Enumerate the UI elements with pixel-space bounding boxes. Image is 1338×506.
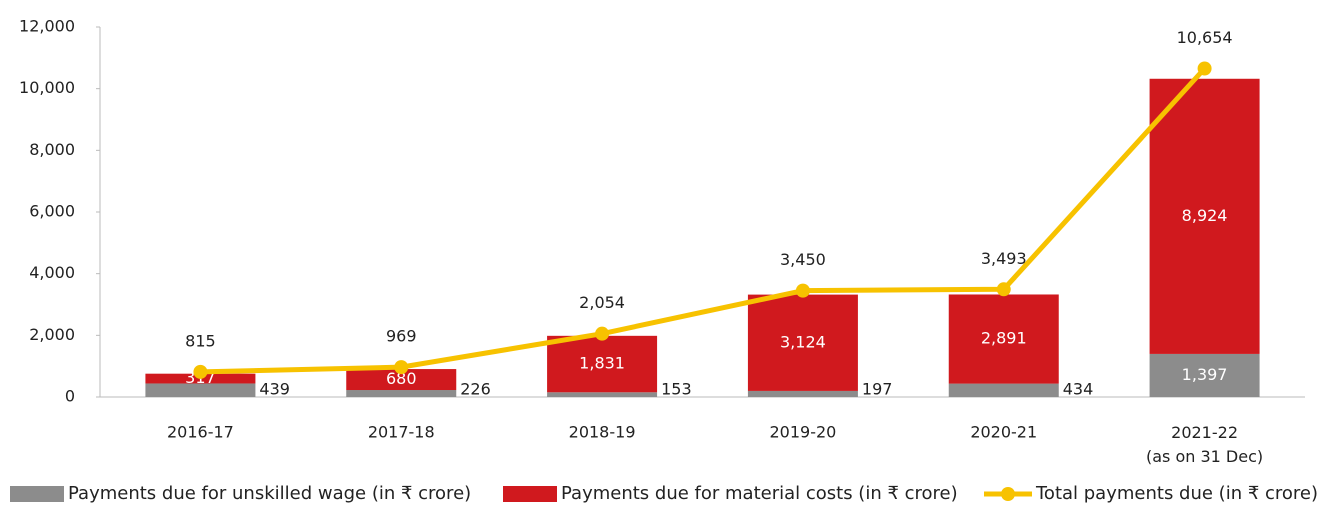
data-label: 439 <box>259 380 290 399</box>
x-tick-label: 2017-18 <box>368 423 435 442</box>
bar-segment <box>346 390 457 397</box>
bar-segment <box>948 294 1059 384</box>
legend-swatch <box>1001 487 1015 501</box>
x-tick-label: 2020-21 <box>970 423 1037 442</box>
data-label: 815 <box>185 331 216 350</box>
bar-segment <box>1149 353 1260 397</box>
x-tick-label: 2018-19 <box>569 423 636 442</box>
data-label: 8,924 <box>1182 206 1228 225</box>
bar-segment <box>747 294 858 391</box>
line-point <box>595 326 610 341</box>
line-point <box>795 283 810 298</box>
data-label: 197 <box>862 380 893 399</box>
line <box>200 66 1207 375</box>
y-tick-label: 8,000 <box>29 140 75 159</box>
x-tick-label: 2021-22 (as on 31 Dec) <box>1146 423 1263 466</box>
data-label: 3,493 <box>981 249 1027 268</box>
data-label: 226 <box>460 380 491 399</box>
x-tick-label: 2016-17 <box>167 423 234 442</box>
bar-segment <box>547 392 658 397</box>
line-point <box>996 282 1011 297</box>
data-label: 10,654 <box>1177 28 1233 47</box>
data-label: 3,450 <box>780 250 826 269</box>
y-tick-label: 12,000 <box>19 17 75 36</box>
data-label: 434 <box>1063 380 1094 399</box>
legend-label: Payments due for material costs (in ₹ cr… <box>561 483 958 504</box>
bar-segment <box>346 369 457 391</box>
bar-segment <box>747 390 858 397</box>
data-label: 969 <box>386 327 417 346</box>
line-point <box>193 364 208 379</box>
x-tick-label: 2019-20 <box>769 423 836 442</box>
data-label: 3,124 <box>780 332 826 351</box>
line-point <box>1197 61 1212 76</box>
legend-swatch <box>10 486 64 502</box>
data-label: 1,831 <box>579 354 625 373</box>
y-tick-label: 6,000 <box>29 202 75 221</box>
bar-segment <box>1149 78 1260 354</box>
data-label: 1,397 <box>1182 365 1228 384</box>
y-tick-label: 2,000 <box>29 325 75 344</box>
data-label: 2,054 <box>579 293 625 312</box>
bar-segment <box>547 335 658 393</box>
line-point <box>394 360 409 375</box>
bar-segment <box>948 383 1059 397</box>
data-label: 2,891 <box>981 329 1027 348</box>
y-tick-label: 0 <box>65 387 75 406</box>
legend-swatch <box>503 486 557 502</box>
bar-segment <box>145 383 256 397</box>
y-tick-label: 4,000 <box>29 263 75 282</box>
legend-label: Payments due for unskilled wage (in ₹ cr… <box>68 483 471 504</box>
data-label: 680 <box>386 369 417 388</box>
legend-label: Total payments due (in ₹ crore) <box>1035 483 1318 504</box>
y-tick-label: 10,000 <box>19 78 75 97</box>
data-label: 153 <box>661 380 692 399</box>
